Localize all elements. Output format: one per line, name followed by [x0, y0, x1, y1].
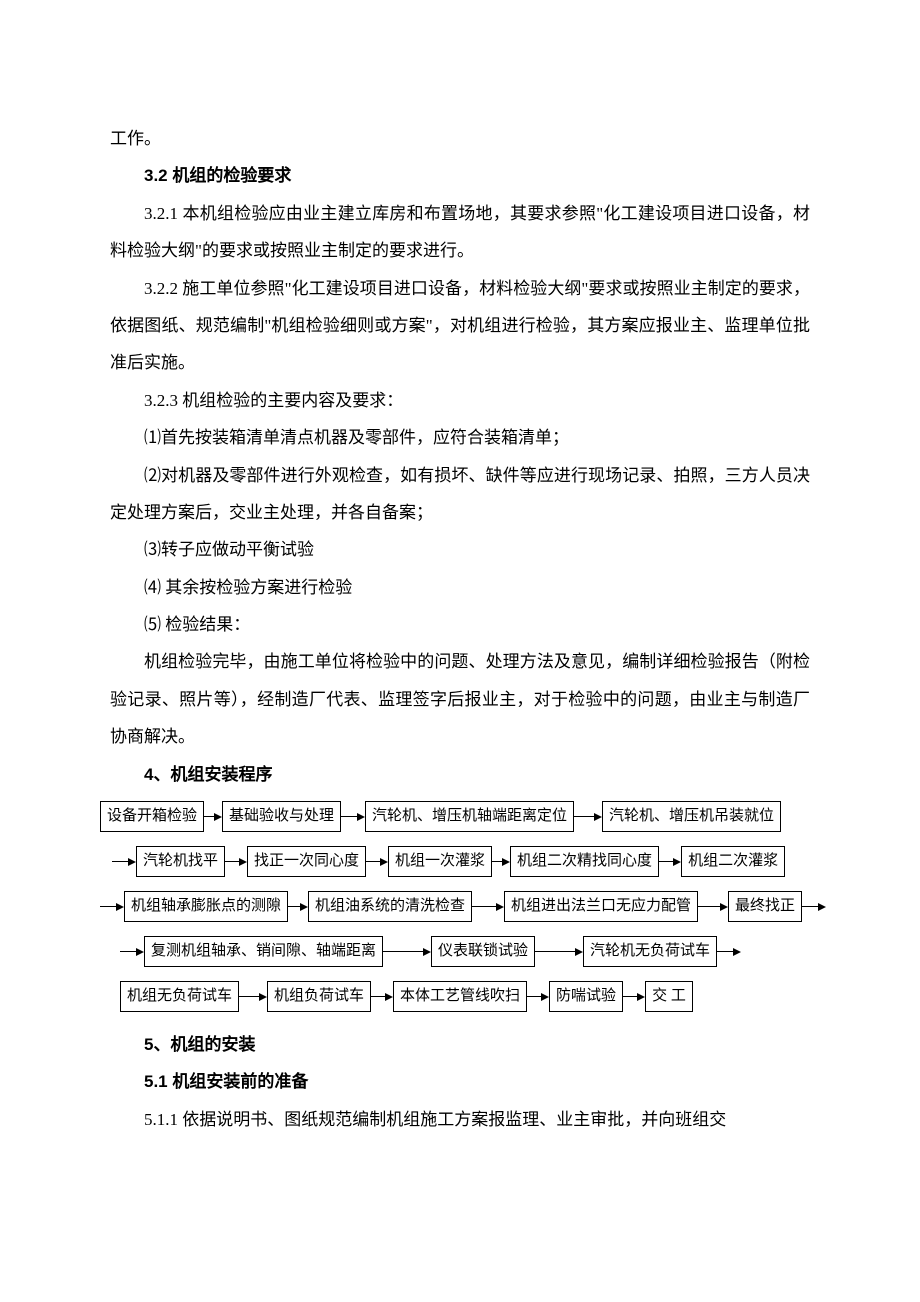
flow-step-box: 本体工艺管线吹扫	[393, 981, 527, 1012]
flow-step-box: 汽轮机找平	[136, 846, 225, 877]
paragraph-3-2-3-item1: ⑴首先按装箱清单清点机器及零部件，应符合装箱清单；	[110, 419, 810, 456]
flow-arrow-icon	[535, 948, 583, 956]
paragraph-5-1-1: 5.1.1 依据说明书、图纸规范编制机组施工方案报监理、业主审批，并向班组交	[110, 1101, 810, 1138]
flow-arrow-icon	[100, 903, 124, 911]
flow-row: 设备开箱检验基础验收与处理汽轮机、增压机轴端距离定位汽轮机、增压机吊装就位	[100, 801, 820, 832]
paragraph-3-2-3-item5: ⑸ 检验结果：	[110, 606, 810, 643]
flow-arrow-icon	[239, 993, 267, 1001]
flow-step-box: 设备开箱检验	[100, 801, 204, 832]
flow-arrow-icon	[492, 858, 510, 866]
flow-step-box: 防喘试验	[549, 981, 623, 1012]
flow-arrow-icon	[623, 993, 645, 1001]
flow-step-box: 机组进出法兰口无应力配管	[504, 891, 698, 922]
heading-4: 4、机组安装程序	[110, 756, 810, 793]
flow-step-box: 机组无负荷试车	[120, 981, 239, 1012]
flow-row: 复测机组轴承、销间隙、轴端距离 仪表联锁试验 汽轮机无负荷试车	[100, 936, 820, 967]
flow-arrow-icon	[341, 813, 365, 821]
flow-step-box: 机组负荷试车	[267, 981, 371, 1012]
flow-step-box: 机组轴承膨胀点的测隙	[124, 891, 288, 922]
flow-arrow-icon	[717, 948, 741, 956]
flow-arrow-icon	[112, 858, 136, 866]
flow-arrow-icon	[802, 903, 826, 911]
flow-step-box: 基础验收与处理	[222, 801, 341, 832]
flow-step-box: 机组一次灌浆	[388, 846, 492, 877]
paragraph-3-2-3-result: 机组检验完毕，由施工单位将检验中的问题、处理方法及意见，编制详细检验报告（附检验…	[110, 643, 810, 755]
installation-flowchart: 设备开箱检验基础验收与处理汽轮机、增压机轴端距离定位汽轮机、增压机吊装就位汽轮机…	[100, 801, 820, 1012]
flow-row: 机组无负荷试车机组负荷试车本体工艺管线吹扫防喘试验交 工	[100, 981, 820, 1012]
flow-arrow-icon	[527, 993, 549, 1001]
document-page: 工作。 3.2 机组的检验要求 3.2.1 本机组检验应由业主建立库房和布置场地…	[0, 0, 920, 1218]
flow-row: 汽轮机找平找正一次同心度机组一次灌浆机组二次精找同心度机组二次灌浆	[100, 846, 820, 877]
flow-step-box: 交 工	[645, 981, 693, 1012]
paragraph-continuation: 工作。	[110, 120, 810, 157]
flow-arrow-icon	[472, 903, 504, 911]
flow-arrow-icon	[204, 813, 222, 821]
flow-row: 机组轴承膨胀点的测隙机组油系统的清洗检查 机组进出法兰口无应力配管最终找正	[100, 891, 820, 922]
flow-step-box: 机组油系统的清洗检查	[308, 891, 472, 922]
paragraph-3-2-1: 3.2.1 本机组检验应由业主建立库房和布置场地，其要求参照"化工建设项目进口设…	[110, 195, 810, 270]
flow-step-box: 找正一次同心度	[247, 846, 366, 877]
flow-step-box: 汽轮机、增压机吊装就位	[602, 801, 781, 832]
heading-5-1: 5.1 机组安装前的准备	[110, 1063, 810, 1100]
paragraph-3-2-2: 3.2.2 施工单位参照"化工建设项目进口设备，材料检验大纲"要求或按照业主制定…	[110, 270, 810, 382]
flow-arrow-icon	[659, 858, 681, 866]
flow-arrow-icon	[383, 948, 431, 956]
flow-arrow-icon	[366, 858, 388, 866]
flow-step-box: 仪表联锁试验	[431, 936, 535, 967]
paragraph-3-2-3-item3: ⑶转子应做动平衡试验	[110, 531, 810, 568]
paragraph-3-2-3-item2: ⑵对机器及零部件进行外观检查，如有损坏、缺件等应进行现场记录、拍照，三方人员决定…	[110, 457, 810, 532]
flow-arrow-icon	[574, 813, 602, 821]
flow-arrow-icon	[698, 903, 728, 911]
flow-step-box: 复测机组轴承、销间隙、轴端距离	[144, 936, 383, 967]
flow-step-box: 最终找正	[728, 891, 802, 922]
flow-arrow-icon	[225, 858, 247, 866]
flow-step-box: 机组二次灌浆	[681, 846, 785, 877]
heading-3-2: 3.2 机组的检验要求	[110, 157, 810, 194]
flow-arrow-icon	[120, 948, 144, 956]
heading-5: 5、机组的安装	[110, 1026, 810, 1063]
flow-step-box: 机组二次精找同心度	[510, 846, 659, 877]
flow-arrow-icon	[371, 993, 393, 1001]
flow-step-box: 汽轮机无负荷试车	[583, 936, 717, 967]
flow-step-box: 汽轮机、增压机轴端距离定位	[365, 801, 574, 832]
paragraph-3-2-3: 3.2.3 机组检验的主要内容及要求：	[110, 382, 810, 419]
flow-arrow-icon	[288, 903, 308, 911]
paragraph-3-2-3-item4: ⑷ 其余按检验方案进行检验	[110, 569, 810, 606]
